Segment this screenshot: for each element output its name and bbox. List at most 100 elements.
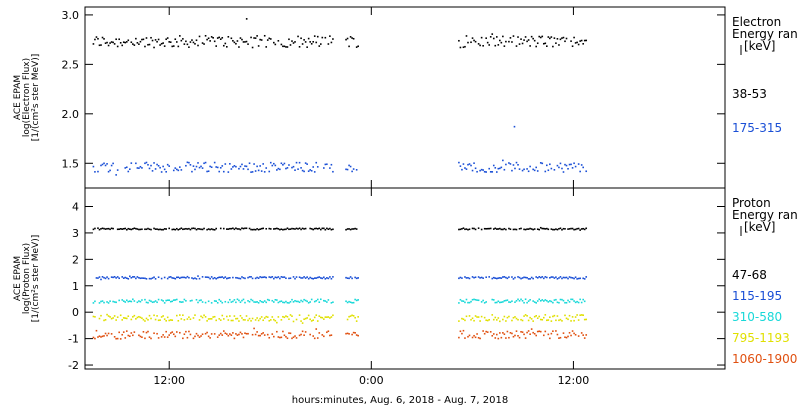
- data-point-proton: [345, 300, 347, 303]
- data-point-proton: [574, 333, 577, 336]
- data-point-proton: [533, 332, 536, 335]
- data-point-proton: [159, 228, 161, 231]
- data-point-proton: [182, 301, 184, 303]
- y-tick-label-proton: -1: [68, 333, 79, 346]
- data-point-proton: [577, 227, 580, 230]
- data-point-proton: [570, 320, 572, 322]
- data-point-proton: [526, 301, 528, 304]
- data-point-proton: [349, 315, 352, 317]
- data-point-proton: [298, 227, 301, 230]
- data-point-proton: [263, 300, 266, 302]
- data-point-proton: [130, 318, 133, 321]
- data-point-electron: [556, 164, 559, 167]
- data-point-electron: [129, 168, 131, 170]
- data-point-proton: [204, 301, 207, 304]
- data-point-proton: [567, 335, 569, 338]
- data-point-electron: [561, 37, 563, 39]
- data-point-proton: [291, 227, 293, 230]
- data-point-electron: [185, 164, 187, 167]
- data-point-proton: [145, 301, 148, 304]
- data-point-proton: [195, 228, 198, 231]
- data-point-electron: [238, 167, 240, 170]
- data-point-electron: [553, 37, 556, 39]
- data-point-proton: [486, 227, 489, 230]
- data-point-electron: [180, 39, 183, 42]
- data-point-proton: [508, 315, 510, 318]
- data-point-electron: [319, 43, 322, 45]
- data-point-proton: [244, 319, 246, 321]
- data-point-proton: [265, 315, 268, 318]
- data-point-electron: [465, 35, 468, 37]
- data-point-proton: [564, 228, 566, 230]
- data-point-proton: [306, 276, 308, 278]
- data-point-proton: [283, 228, 286, 231]
- data-point-proton: [145, 228, 148, 231]
- data-point-proton: [248, 317, 251, 320]
- data-point-proton: [192, 277, 195, 280]
- data-point-electron: [321, 36, 324, 39]
- data-point-proton: [215, 319, 217, 322]
- data-point-proton: [467, 301, 469, 304]
- data-point-proton: [291, 315, 293, 317]
- data-point-proton: [298, 301, 301, 304]
- data-point-electron: [574, 42, 577, 44]
- data-point-proton: [476, 333, 478, 335]
- data-point-proton: [141, 299, 143, 301]
- data-point-electron: [474, 167, 477, 170]
- data-point-proton: [459, 228, 462, 231]
- data-point-proton: [232, 227, 234, 230]
- legend-title-electron: [keV]: [744, 39, 775, 53]
- data-point-electron: [533, 39, 536, 42]
- data-point-electron: [326, 163, 328, 166]
- data-point-proton: [499, 227, 501, 230]
- data-point-proton: [150, 300, 152, 303]
- data-point-electron: [494, 44, 497, 47]
- data-point-electron: [239, 37, 242, 39]
- data-point-electron: [559, 162, 562, 165]
- data-point-electron: [517, 36, 519, 38]
- data-point-proton: [269, 276, 272, 279]
- data-point-electron: [332, 170, 334, 173]
- data-point-proton: [542, 277, 545, 280]
- data-point-electron: [526, 40, 528, 43]
- data-point-electron: [523, 39, 525, 41]
- data-point-proton: [107, 227, 110, 230]
- data-point-proton: [191, 299, 193, 302]
- data-point-proton: [136, 276, 139, 278]
- data-point-electron: [505, 163, 507, 166]
- data-point-proton: [236, 334, 239, 336]
- data-point-proton: [307, 302, 310, 304]
- data-point-electron: [300, 37, 302, 40]
- data-point-proton: [497, 337, 500, 340]
- data-point-proton: [141, 277, 143, 279]
- data-point-proton: [315, 328, 318, 330]
- data-point-proton: [209, 277, 211, 280]
- data-point-electron: [125, 166, 128, 169]
- data-point-electron: [502, 35, 504, 38]
- data-point-proton: [294, 335, 296, 337]
- data-point-electron: [147, 163, 149, 166]
- data-point-proton: [250, 320, 252, 322]
- data-point-proton: [515, 228, 518, 231]
- data-point-proton: [352, 315, 355, 317]
- data-point-proton: [229, 227, 231, 230]
- data-point-proton: [568, 331, 571, 334]
- data-point-proton: [94, 300, 96, 303]
- data-point-proton: [268, 319, 271, 322]
- data-point-electron: [561, 167, 563, 170]
- data-point-proton: [524, 298, 527, 301]
- data-point-proton: [227, 228, 230, 230]
- data-point-proton: [539, 299, 542, 302]
- data-point-proton: [219, 332, 222, 335]
- data-point-proton: [106, 276, 108, 278]
- data-point-electron: [188, 46, 190, 48]
- data-point-electron: [491, 33, 494, 35]
- data-point-electron: [251, 171, 254, 173]
- data-point-electron: [313, 35, 316, 37]
- data-point-electron: [156, 40, 158, 43]
- data-point-proton: [274, 299, 277, 301]
- data-point-electron: [130, 162, 133, 164]
- data-point-proton: [118, 228, 120, 231]
- data-point-proton: [204, 316, 207, 318]
- data-point-proton: [256, 301, 258, 303]
